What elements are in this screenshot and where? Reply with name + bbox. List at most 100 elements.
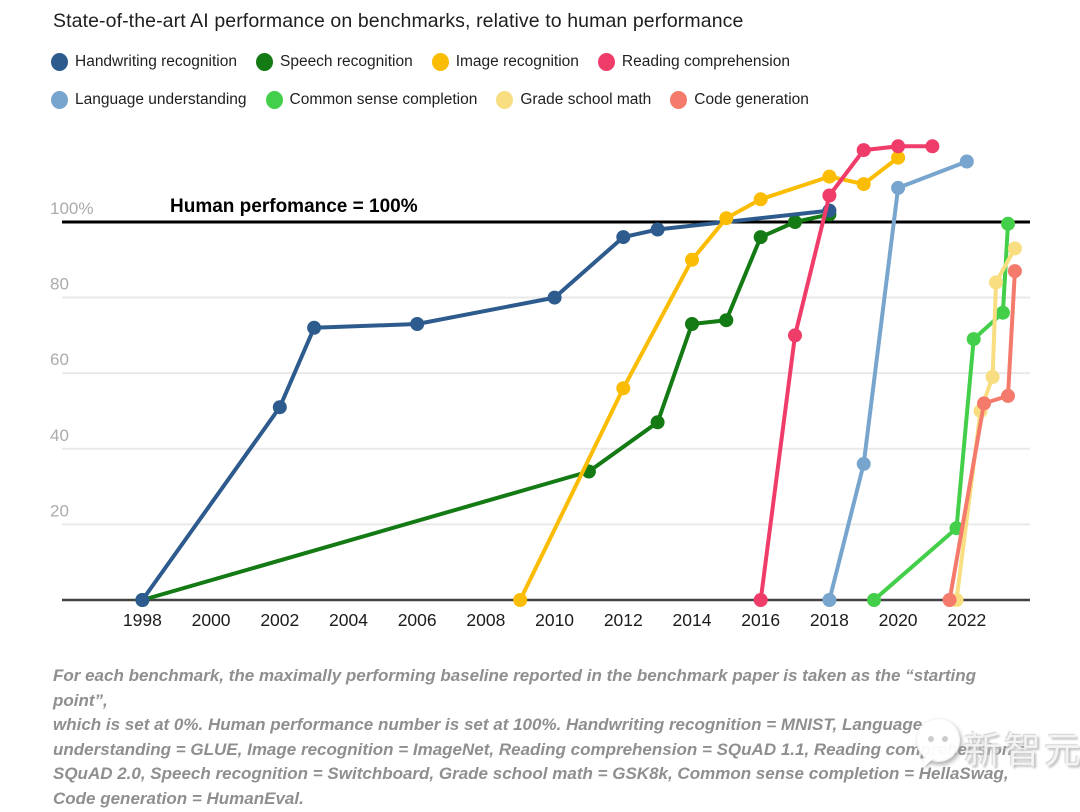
data-point	[753, 230, 768, 245]
data-point	[1007, 241, 1022, 256]
x-axis-tick-label: 1998	[123, 610, 162, 630]
data-point	[616, 381, 631, 396]
data-point	[307, 320, 322, 335]
legend-item: Speech recognition	[255, 53, 413, 71]
data-point	[685, 317, 699, 331]
data-point	[959, 154, 974, 169]
data-point	[985, 370, 1000, 384]
benchmark-line-chart: 100% 80 60 40 20 1998 2000 2002 2004 2006 2008 2010…	[50, 139, 1030, 630]
data-point	[995, 305, 1010, 320]
footnote-line: Code generation = HumanEval.	[53, 788, 304, 808]
data-point	[719, 313, 734, 328]
y-axis-tick-label: 40	[50, 426, 69, 445]
series-line-code-generation	[947, 269, 1017, 602]
data-point	[1007, 264, 1022, 279]
legend-item: Handwriting recognition	[51, 53, 237, 71]
data-point	[989, 275, 1003, 290]
data-point	[272, 400, 287, 415]
legend-color-dot	[670, 91, 688, 109]
legend-item: Code generation	[670, 91, 809, 109]
legend-color-dot	[255, 53, 273, 71]
x-axis-tick-label: 2004	[329, 610, 368, 630]
x-axis-tick-label: 2012	[604, 610, 643, 630]
x-axis-tick-label: 2022	[947, 610, 986, 630]
legend-color-dot	[597, 53, 615, 71]
data-point	[966, 332, 981, 347]
legend-color-dot	[51, 91, 68, 109]
data-point	[753, 192, 768, 207]
legend-label: Grade school math	[520, 91, 652, 108]
footnote-line: which is set at 0%. Human performance nu…	[53, 715, 923, 735]
data-point	[719, 211, 734, 226]
legend-color-dot	[265, 91, 283, 109]
data-point	[856, 177, 871, 192]
data-point	[685, 252, 699, 267]
legend-label: Image recognition	[455, 53, 579, 70]
x-axis-tick-label: 2020	[879, 610, 918, 630]
bubble-eye-icon	[942, 736, 948, 742]
chart-footnote: For each benchmark, the maximally perfor…	[53, 664, 1033, 812]
x-axis-tick-label: 2016	[741, 610, 780, 630]
data-point	[410, 317, 425, 331]
data-point	[925, 139, 940, 154]
data-point	[650, 415, 665, 430]
data-point	[135, 593, 150, 607]
human-performance-annotation: Human perfomance = 100%	[170, 196, 418, 217]
x-axis-tick-label: 2018	[810, 610, 849, 630]
series-line-common-sense-completion	[872, 221, 1010, 602]
x-axis-tick-label: 2010	[535, 610, 574, 630]
data-point	[822, 188, 837, 203]
y-axis-tick-label: 100%	[50, 199, 93, 218]
data-point	[977, 396, 991, 411]
legend-item: Language understanding	[51, 91, 247, 109]
y-axis-tick-label: 80	[50, 275, 69, 294]
data-point	[891, 139, 906, 154]
legend-item: Image recognition	[431, 53, 579, 71]
data-point	[891, 150, 906, 165]
data-point	[822, 593, 837, 607]
footnote-line: understanding = GLUE, Image recognition …	[53, 739, 1027, 759]
y-axis-tick-label: 20	[50, 501, 69, 520]
legend-label: Common sense completion	[289, 91, 478, 108]
data-point	[856, 456, 871, 471]
watermark-text: 新智元	[964, 730, 1080, 771]
series-line-handwriting-recognition	[140, 208, 832, 602]
x-axis-tick-label: 2000	[192, 610, 231, 630]
series-line-language-understanding	[827, 159, 969, 602]
bubble-tail-icon	[924, 758, 934, 767]
legend-item: Grade school math	[496, 91, 651, 109]
data-point	[856, 143, 871, 158]
legend-item: Common sense completion	[265, 91, 478, 109]
chat-bubble-face-icon	[916, 718, 960, 767]
legend-label: Reading comprehension	[621, 53, 790, 70]
legend-color-dot	[431, 53, 449, 71]
legend-label: Speech recognition	[279, 53, 413, 70]
footnote-line: SQuAD 2.0, Speech recognition = Switchbo…	[53, 764, 1009, 784]
legend-color-dot	[51, 53, 68, 71]
legend-item: Reading comprehension	[597, 53, 790, 71]
data-point	[788, 215, 802, 229]
footnote-line: For each benchmark, the maximally perfor…	[53, 666, 976, 710]
legend-row-2: Language understanding Common sense compl…	[51, 89, 809, 111]
y-axis-tick-label: 60	[50, 350, 69, 369]
data-point	[942, 593, 957, 607]
data-point	[753, 593, 768, 607]
bubble-eye-icon	[928, 736, 934, 742]
data-point	[1001, 216, 1015, 231]
legend-color-dot	[496, 91, 514, 109]
data-point	[891, 180, 906, 195]
legend-label: Handwriting recognition	[75, 53, 237, 70]
chart-title: State-of-the-art AI performance on bench…	[53, 10, 744, 32]
x-axis-tick-label: 2006	[398, 610, 437, 630]
legend-label: Code generation	[694, 91, 809, 108]
data-point	[788, 328, 802, 343]
data-point	[867, 593, 881, 607]
legend-row-1: Handwriting recognition Speech recognitio…	[51, 51, 790, 73]
data-point	[513, 593, 528, 607]
x-axis-tick-label: 2002	[260, 610, 299, 630]
xinzhiyuan-watermark: 新智元	[912, 716, 1080, 772]
data-point	[547, 290, 562, 305]
data-point	[822, 169, 837, 184]
x-axis-tick-label: 2014	[673, 610, 712, 630]
data-point	[1001, 388, 1015, 403]
